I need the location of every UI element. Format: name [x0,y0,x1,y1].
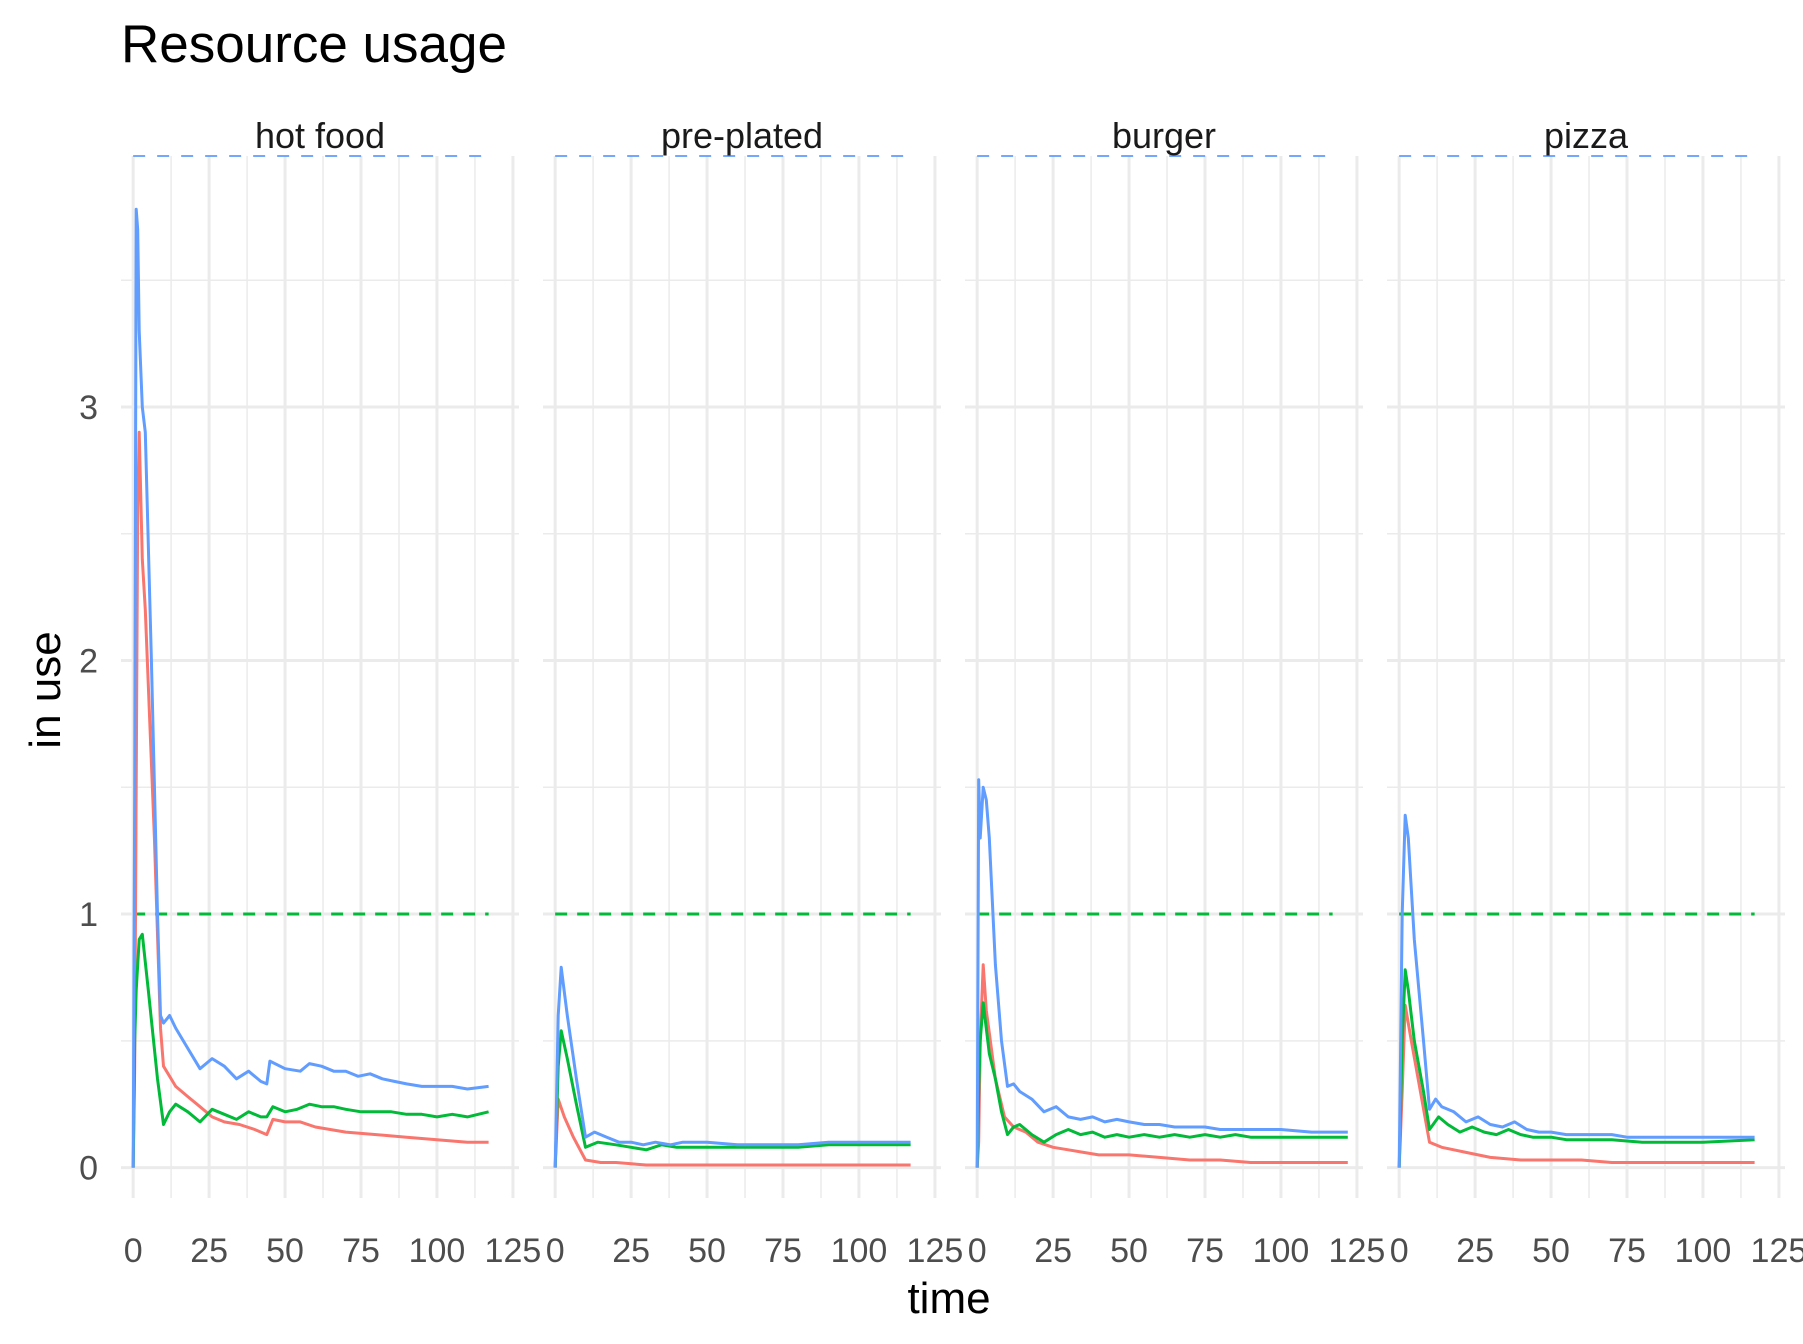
panel-pizza: pizza 0 25 50 75 100 125 [1387,115,1803,1270]
panel-strip-label: pizza [1544,115,1629,156]
series-line [1397,1003,1755,1168]
series-line [1397,813,1755,1168]
x-tick-label: 100 [831,1232,888,1270]
x-tick-label: 25 [1034,1232,1072,1270]
x-tick-label: 25 [1456,1232,1494,1270]
panel-burger: burger 0 25 50 75 100 125 [965,115,1385,1270]
x-tick-label: 100 [1675,1232,1732,1270]
x-tick-label: 0 [546,1232,565,1270]
series-line [975,778,1348,1168]
x-tick-label: 25 [190,1232,228,1270]
x-axis-title: time [907,1274,990,1323]
series-line [1397,968,1755,1168]
panel-hot-food: hot food 0 25 50 75 100 125 0 1 2 3 [79,115,541,1270]
series-line [131,207,489,1168]
panel-pre-plated: pre-plated 0 25 50 75 100 125 [543,115,963,1270]
x-tick-label: 75 [1608,1232,1646,1270]
y-tick-label: 3 [79,389,98,427]
x-tick-label: 75 [1186,1232,1224,1270]
x-tick-label: 50 [1532,1232,1570,1270]
series-line [131,932,489,1168]
y-tick-label: 1 [79,896,98,934]
x-tick-label: 0 [1390,1232,1409,1270]
y-axis-title: in use [21,631,70,748]
series-line [553,965,911,1168]
panel-strip-label: burger [1112,115,1216,156]
x-tick-label: 125 [1329,1232,1386,1270]
chart-title: Resource usage [121,15,507,74]
series-line [975,963,1348,1168]
y-tick-label: 0 [79,1150,98,1188]
x-tick-label: 125 [907,1232,964,1270]
x-tick-label: 50 [266,1232,304,1270]
series-line [131,430,489,1168]
y-tick-label: 2 [79,643,98,681]
x-tick-label: 125 [485,1232,542,1270]
x-tick-label: 0 [124,1232,143,1270]
x-tick-label: 125 [1751,1232,1803,1270]
x-tick-label: 50 [1110,1232,1148,1270]
panel-strip-label: hot food [255,115,385,156]
series-line [553,1029,911,1168]
panel-strip-label: pre-plated [661,115,823,156]
x-tick-label: 75 [764,1232,802,1270]
series-line [975,1001,1348,1168]
x-tick-label: 50 [688,1232,726,1270]
x-tick-label: 25 [612,1232,650,1270]
x-tick-label: 75 [342,1232,380,1270]
x-tick-label: 0 [968,1232,987,1270]
series-line [553,1097,911,1168]
x-tick-label: 100 [409,1232,466,1270]
x-tick-label: 100 [1253,1232,1310,1270]
